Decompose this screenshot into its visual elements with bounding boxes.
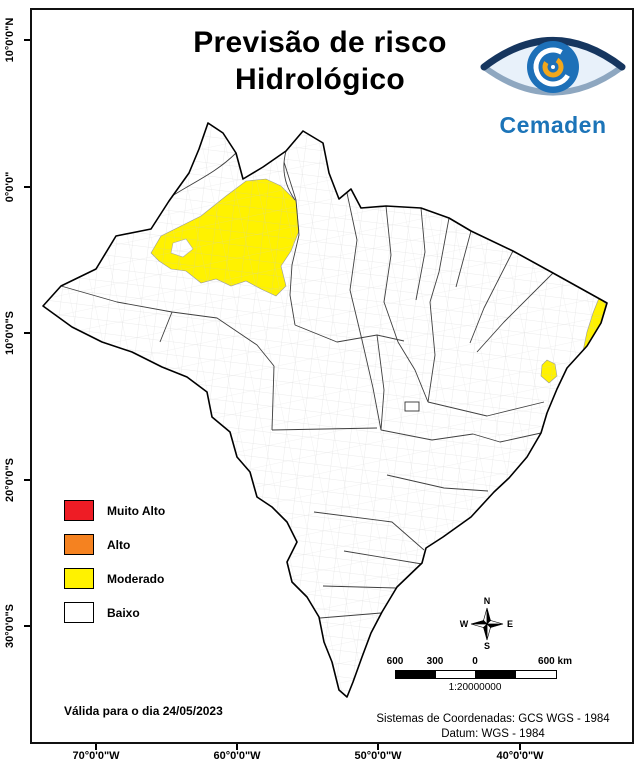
longitude-label-2: 50°0'0"W (354, 750, 402, 762)
distrito-federal-marker (404, 401, 420, 412)
cemaden-logo: Cemaden (478, 26, 628, 139)
axis-tick (24, 332, 30, 334)
axis-tick (377, 744, 379, 750)
latitude-label-3: 20°0'0"S (4, 457, 16, 503)
title-line-1: Previsão de risco (193, 26, 447, 59)
longitude-label-0: 70°0'0"W (72, 750, 120, 762)
latitude-label-4: 30°0'0"S (4, 603, 16, 649)
compass-s: S (483, 641, 490, 651)
axis-tick (24, 186, 30, 188)
axis-tick (24, 39, 30, 41)
scale-label-300: 300 (426, 656, 444, 667)
latitude-label-2: 10°0'0"S (4, 310, 16, 356)
axis-tick (24, 625, 30, 627)
coordinate-system-info: Sistemas de Coordenadas: GCS WGS - 1984 … (348, 712, 638, 742)
compass-e: E (506, 618, 513, 629)
scale-segment (436, 671, 476, 678)
compass-w: W (459, 618, 469, 629)
axis-tick (519, 744, 521, 750)
axis-tick (24, 479, 30, 481)
axis-tick (236, 744, 238, 750)
legend-label: Moderado (107, 571, 165, 586)
legend-swatch-moderado (64, 568, 94, 589)
compass-rose: N W E S (456, 596, 518, 652)
axis-tick (95, 744, 97, 750)
legend-item-moderado: Moderado (64, 568, 165, 589)
latitude-label-0: 10°0'0"N (4, 17, 16, 63)
legend-item-alto: Alto (64, 534, 165, 555)
scale-label-600-left: 600 (386, 656, 404, 667)
coord-system-line-1: Sistemas de Coordenadas: GCS WGS - 1984 (376, 713, 610, 725)
title-line-2: Hidrológico (235, 63, 405, 96)
scale-segment (396, 671, 436, 678)
latitude-label-1: 0°0'0" (4, 171, 16, 203)
legend-item-muito-alto: Muito Alto (64, 500, 165, 521)
compass-n: N (483, 596, 491, 606)
legend-label: Baixo (107, 605, 140, 620)
brazil-outline (42, 122, 608, 698)
scale-label-0: 0 (472, 656, 478, 667)
scale-segment (516, 671, 556, 678)
scale-strip (395, 670, 557, 679)
state-boundaries (60, 150, 554, 619)
legend-swatch-alto (64, 534, 94, 555)
legend-label: Alto (107, 537, 131, 552)
cemaden-eye-icon (480, 37, 626, 96)
longitude-label-3: 40°0'0"W (496, 750, 544, 762)
risk-legend: Muito Alto Alto Moderado Baixo (64, 500, 165, 636)
legend-swatch-muito-alto (64, 500, 94, 521)
scale-label-600-km: 600 km (538, 656, 572, 667)
legend-swatch-baixo (64, 602, 94, 623)
compass-star-icon (470, 607, 504, 641)
scale-segment (476, 671, 516, 678)
scale-ratio: 1:20000000 (448, 682, 502, 693)
legend-label: Muito Alto (107, 503, 166, 518)
legend-item-baixo: Baixo (64, 602, 165, 623)
longitude-label-1: 60°0'0"W (213, 750, 261, 762)
page-title: Previsão de risco Hidrológico (110, 24, 530, 98)
cemaden-wordmark: Cemaden (499, 112, 607, 138)
brazil-map (42, 122, 608, 698)
coord-system-line-2: Datum: WGS - 1984 (441, 728, 545, 740)
validity-note: Válida para o dia 24/05/2023 (64, 704, 223, 718)
